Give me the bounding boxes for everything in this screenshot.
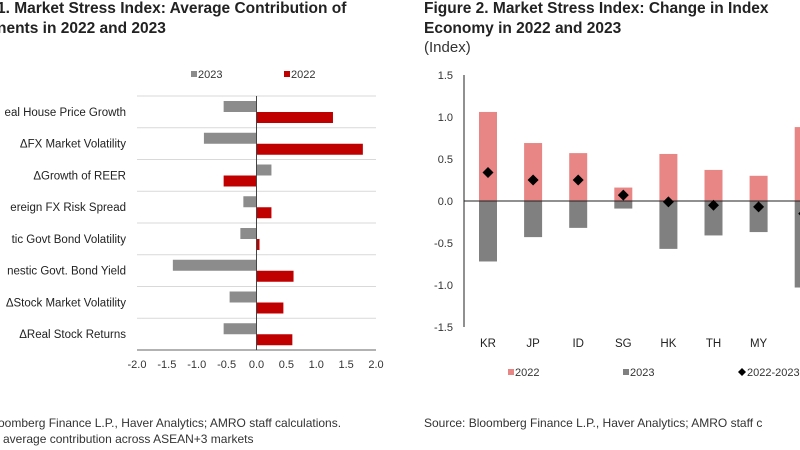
- bar-2023: [659, 201, 678, 249]
- x-tick-label: 2.0: [368, 359, 383, 371]
- legend-label: 2023: [630, 367, 654, 379]
- x-tick-label: 0.5: [279, 359, 294, 371]
- legend-label: 2023: [198, 69, 222, 81]
- category-label: ΔStock Market Volatility: [6, 297, 126, 309]
- category-label: eal House Price Growth: [5, 107, 126, 119]
- figure1-note: average contribution across ASEAN+3 mark…: [3, 432, 253, 446]
- marker-diamond: [708, 199, 719, 211]
- bar-2023: [229, 291, 257, 303]
- category-label: nestic Govt. Bond Yield: [7, 266, 126, 278]
- x-tick-label: ID: [572, 338, 584, 350]
- bar-2023: [172, 259, 257, 271]
- bar-2023: [256, 164, 272, 176]
- y-tick-label: 1.5: [438, 70, 453, 82]
- x-tick-label: -2.0: [128, 359, 147, 371]
- bar-2022: [256, 239, 260, 250]
- bar-2023: [524, 201, 543, 238]
- marker-diamond: [662, 196, 674, 208]
- bar-2023: [749, 201, 768, 233]
- bar-2022: [749, 175, 768, 201]
- figure1-source: oomberg Finance L.P., Haver Analytics; A…: [0, 416, 341, 430]
- legend-label: 2022: [291, 69, 315, 81]
- bar-2023: [203, 132, 257, 144]
- bar-2022: [223, 175, 257, 187]
- y-tick-label: -1.0: [434, 280, 453, 292]
- legend-label: 2022-2023: [747, 367, 800, 379]
- x-tick-label: KR: [480, 338, 496, 350]
- y-tick-label: -1.5: [434, 322, 453, 334]
- figure1-title-line2: nents in 2022 and 2023: [0, 20, 166, 37]
- legend-label: 2022: [515, 367, 539, 379]
- figure2-unit-label: (Index): [424, 39, 471, 56]
- legend-swatch-2023: [191, 71, 197, 77]
- bar-2023: [223, 323, 257, 335]
- bar-2022: [524, 143, 543, 201]
- bar-2023: [223, 101, 257, 112]
- legend-swatch-2023: [623, 369, 629, 375]
- marker-diamond: [753, 201, 765, 213]
- x-tick-label: -0.5: [217, 359, 236, 371]
- figure1-title-line1: 1. Market Stress Index: Average Contribu…: [0, 0, 347, 17]
- category-label: ΔReal Stock Returns: [19, 329, 126, 341]
- bar-2023: [794, 201, 800, 288]
- bar-2023: [243, 196, 257, 208]
- x-tick-label: SG: [615, 338, 632, 350]
- marker-diamond: [527, 174, 539, 186]
- figure2: Figure 2. Market Stress Index: Change in…: [424, 0, 800, 430]
- x-tick-label: -1.0: [187, 359, 206, 371]
- bar-2023: [240, 228, 257, 239]
- figure2-source: Source: Bloomberg Finance L.P., Haver An…: [424, 416, 762, 430]
- category-label: ereign FX Risk Spread: [10, 202, 126, 214]
- bar-2022: [256, 302, 284, 314]
- legend-diamond-icon: [738, 368, 746, 376]
- y-tick-label: 0.5: [438, 154, 453, 166]
- legend-swatch-2022: [508, 369, 514, 375]
- x-tick-label: MY: [750, 338, 768, 350]
- figure2-chart: 1.51.00.50.0-0.5-1.0-1.5KRJPIDSGHKTHMYC2…: [434, 70, 800, 379]
- x-tick-label: TH: [706, 338, 721, 350]
- figure2-title-line2: Economy in 2022 and 2023: [424, 20, 622, 37]
- bar-2022: [659, 153, 678, 201]
- bar-2022: [256, 207, 272, 219]
- y-tick-label: -0.5: [434, 238, 453, 250]
- bar-2023: [569, 201, 588, 228]
- x-tick-label: 1.0: [309, 359, 324, 371]
- bar-2023: [479, 201, 497, 262]
- category-label: ΔFX Market Volatility: [20, 139, 126, 151]
- figure1: 1. Market Stress Index: Average Contribu…: [0, 0, 384, 446]
- x-tick-label: 1.5: [338, 359, 353, 371]
- figure1-chart: eal House Price Growth ΔFX Market Volatil…: [5, 69, 384, 371]
- bar-2022: [704, 169, 723, 201]
- bar-2022: [256, 112, 333, 123]
- bar-2022: [256, 143, 363, 155]
- x-tick-label: -1.5: [157, 359, 176, 371]
- category-label: ΔGrowth of REER: [33, 170, 126, 182]
- bar-2022: [256, 270, 294, 282]
- marker-diamond: [617, 189, 629, 201]
- bar-2022: [794, 127, 800, 201]
- marker-diamond: [572, 174, 584, 186]
- bar-2022: [479, 111, 497, 201]
- x-tick-label: JP: [526, 338, 540, 350]
- bar-2023: [704, 201, 723, 236]
- bar-2023: [614, 201, 633, 209]
- y-tick-label: 1.0: [438, 112, 453, 124]
- marker-diamond: [482, 166, 494, 178]
- y-tick-label: 0.0: [438, 196, 453, 208]
- x-tick-label: HK: [660, 338, 676, 350]
- x-tick-label: 0.0: [249, 359, 264, 371]
- category-label: tic Govt Bond Volatility: [12, 234, 127, 246]
- figure2-title-line1: Figure 2. Market Stress Index: Change in…: [424, 0, 769, 17]
- bar-2022: [256, 334, 293, 346]
- legend-swatch-2022: [284, 71, 290, 77]
